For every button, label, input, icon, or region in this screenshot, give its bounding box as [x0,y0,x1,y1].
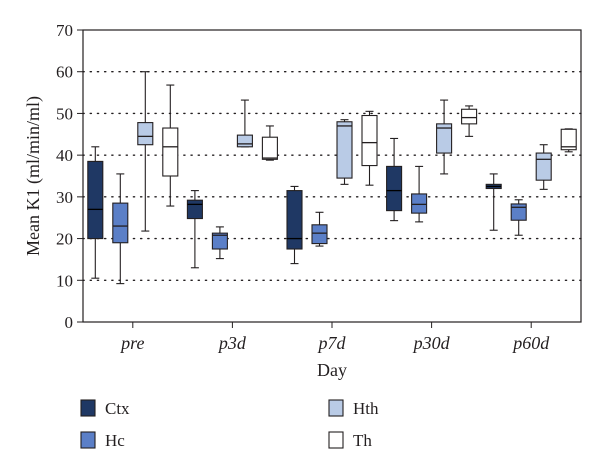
x-axis-title: Day [317,360,347,380]
y-tick-label: 50 [56,104,73,123]
box-hth-p60d [535,144,552,190]
legend-label: Hth [353,399,379,418]
legend-swatch [80,431,96,449]
box-th-p30d [461,105,478,137]
y-tick-label: 70 [56,21,73,40]
box-ctx-p30d [386,137,403,222]
x-tick-label: p7d [317,333,347,353]
box-hth-p7d [336,119,353,185]
y-axis-ticks: 0 10 20 30 40 50 60 70 [56,21,83,332]
legend: Ctx Hc Hth Th [80,399,379,450]
box-ctx-p3d [186,190,203,269]
box-hc-pre [112,173,129,285]
legend-label: Th [353,431,372,450]
legend-item-hth: Hth [328,399,379,418]
legend-swatch [328,431,344,449]
box-iqr [162,127,179,177]
box-iqr [236,134,253,148]
x-tick-label: p3d [217,333,247,353]
box-iqr [510,203,527,221]
y-tick-label: 0 [65,313,74,332]
legend-item-ctx: Ctx [80,399,130,418]
y-axis-title: Mean K1 (ml/min/ml) [23,96,44,256]
y-tick-label: 60 [56,63,73,82]
box-ctx-p7d [286,185,303,265]
box-iqr [261,136,278,160]
box-hc-p60d [510,199,527,236]
box-iqr [461,108,478,125]
box-iqr [211,232,228,250]
x-tick-label: p30d [412,333,451,353]
legend-label: Ctx [105,399,130,418]
legend-item-hc: Hc [80,431,125,450]
box-ctx-p60d [485,173,502,231]
box-th-pre [162,84,179,207]
x-tick-label: p60d [511,333,550,353]
box-th-p60d [560,128,577,153]
y-tick-label: 10 [56,271,73,290]
box-hc-p3d [211,226,228,260]
box-ctx-pre [87,146,104,279]
box-hth-p3d [236,99,253,148]
box-th-p7d [361,110,378,186]
box-th-p3d [261,125,278,161]
x-tick-label: pre [119,333,144,353]
y-tick-label: 40 [56,146,73,165]
y-tick-label: 30 [56,188,73,207]
box-iqr [87,160,104,240]
box-series [87,71,577,285]
legend-swatch [328,399,344,417]
box-iqr [137,122,154,146]
legend-label: Hc [105,431,125,450]
box-iqr [311,224,328,245]
box-iqr [112,202,129,244]
box-iqr [186,199,203,220]
box-iqr [436,123,453,154]
box-iqr [286,190,303,250]
box-iqr [411,193,428,214]
box-iqr [361,114,378,167]
box-iqr [386,165,403,212]
y-tick-label: 20 [56,230,73,249]
legend-item-th: Th [328,431,372,450]
box-hth-pre [137,71,154,232]
box-hth-p30d [436,99,453,175]
legend-swatch [80,399,96,417]
box-iqr [535,152,552,181]
x-axis-ticks: pre p3d p7d p30d p60d [119,322,550,353]
box-iqr [336,121,353,179]
plot-frame [82,29,582,323]
box-iqr [560,128,577,151]
gridlines [82,71,582,281]
box-hc-p7d [311,211,328,247]
box-hc-p30d [411,165,428,223]
